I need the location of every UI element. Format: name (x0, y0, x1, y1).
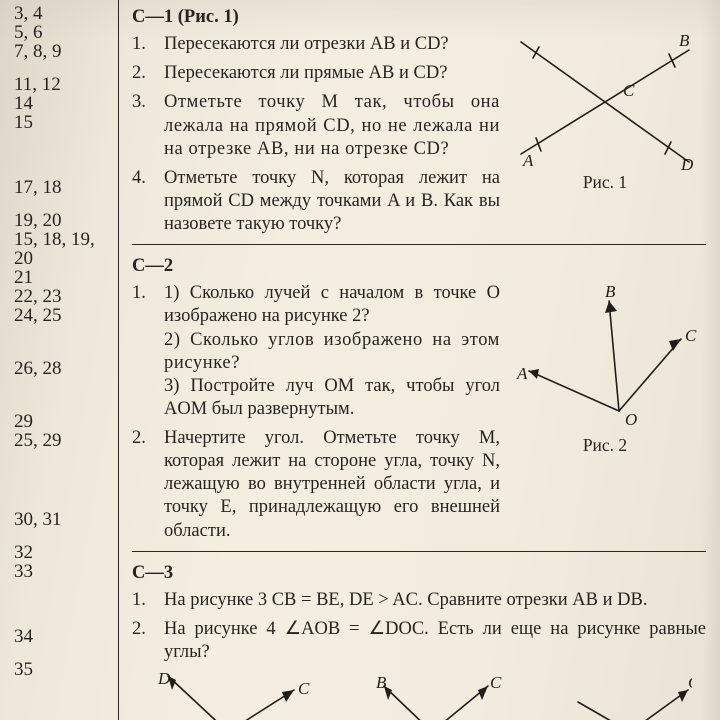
question-text: На рисунке 4 ∠AOB = ∠DOC. Есть ли еще на… (164, 618, 706, 664)
index-entry: 22, 23 (14, 287, 110, 306)
question-text: Пересекаются ли отрезки AB и CD? (164, 33, 449, 56)
index-entry: 24, 25 (14, 306, 110, 325)
section-heading: С—2 (132, 255, 500, 278)
index-entry: 25, 29 (14, 431, 110, 450)
point-label: O (625, 410, 637, 429)
question-text: 1) Сколько лучей с началом в точке O изо… (164, 282, 500, 328)
question-text: Отметьте точку M так, чтобы она лежала н… (164, 91, 500, 160)
index-entry: 32 (14, 543, 110, 562)
figure-caption: Рис. 2 (510, 435, 700, 457)
point-label: D (157, 670, 171, 688)
point-label: B (376, 673, 387, 692)
point-label: B (605, 283, 616, 301)
question-text: 2) Сколько углов изображено на этом рису… (164, 329, 500, 375)
point-label: A (516, 364, 528, 383)
index-entry: 21 (14, 268, 110, 287)
main-text-column: С—1 (Рис. 1) 1. Пересекаются ли отрезки … (132, 6, 706, 720)
index-entry: 7, 8, 9 (14, 42, 110, 61)
section-heading: С—1 (Рис. 1) (132, 6, 500, 29)
section-c2: С—2 1. 1) Сколько лучей с началом в точк… (132, 255, 706, 543)
figure-2: A B C O Рис. 2 (510, 283, 700, 457)
index-entry: 19, 20 (14, 211, 110, 230)
index-entry: 30, 31 (14, 510, 110, 529)
question-text: Начертите угол. Отметьте точку M, котора… (164, 427, 500, 543)
index-entry: 29 (14, 412, 110, 431)
point-label: A (522, 151, 534, 170)
point-label: C (688, 673, 692, 692)
section-rule (132, 551, 706, 552)
index-entry: 35 (14, 660, 110, 679)
index-entry: 34 (14, 627, 110, 646)
section-rule (132, 244, 706, 245)
question-text: 3) Постройте луч OM так, чтобы угол AOM … (164, 375, 500, 421)
index-entry: 14 (14, 94, 110, 113)
index-entry: 33 (14, 562, 110, 581)
figures-3-4-partial: D C B C C (132, 670, 692, 720)
index-entry: 15 (14, 113, 110, 132)
point-label: C (490, 673, 502, 692)
point-label: C (298, 679, 310, 698)
question-text: Отметьте точку N, которая лежит на прямо… (164, 167, 500, 236)
section-heading: С—3 (132, 562, 706, 585)
section-c1: С—1 (Рис. 1) 1. Пересекаются ли отрезки … (132, 6, 706, 236)
question-text: Пересекаются ли прямые AB и CD? (164, 62, 447, 85)
index-entry: 26, 28 (14, 359, 110, 378)
index-entry: 17, 18 (14, 178, 110, 197)
point-label: B (679, 31, 690, 50)
point-label: C (685, 326, 697, 345)
section-c3: С—3 1. На рисунке 3 CB = BE, DE > AC. Ср… (132, 562, 706, 720)
point-label: C (623, 81, 635, 100)
figure-caption: Рис. 1 (510, 172, 700, 194)
point-label: D (680, 155, 694, 170)
index-entry: 15, 18, 19, 20 (14, 230, 110, 268)
index-entry: 3, 4 (14, 4, 110, 23)
column-divider (118, 0, 119, 720)
figure-1: B A C D Рис. 1 (510, 20, 700, 194)
index-entry: 5, 6 (14, 23, 110, 42)
index-entry: 11, 12 (14, 75, 110, 94)
page-index-column: 3, 4 5, 6 7, 8, 9 11, 12 14 15 17, 18 19… (14, 4, 110, 679)
question-text: На рисунке 3 CB = BE, DE > AC. Сравните … (164, 589, 647, 612)
